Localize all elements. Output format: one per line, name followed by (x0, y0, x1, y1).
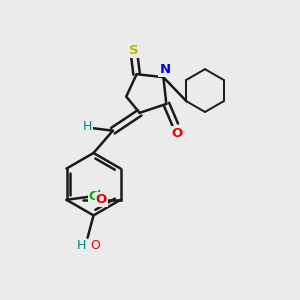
Text: N: N (159, 63, 170, 76)
Text: H: H (83, 120, 92, 133)
Text: S: S (129, 44, 139, 57)
Text: Cl: Cl (89, 190, 102, 203)
Text: O: O (171, 127, 182, 140)
Text: O: O (90, 239, 100, 252)
Text: H: H (77, 239, 86, 252)
Text: O: O (96, 193, 107, 206)
